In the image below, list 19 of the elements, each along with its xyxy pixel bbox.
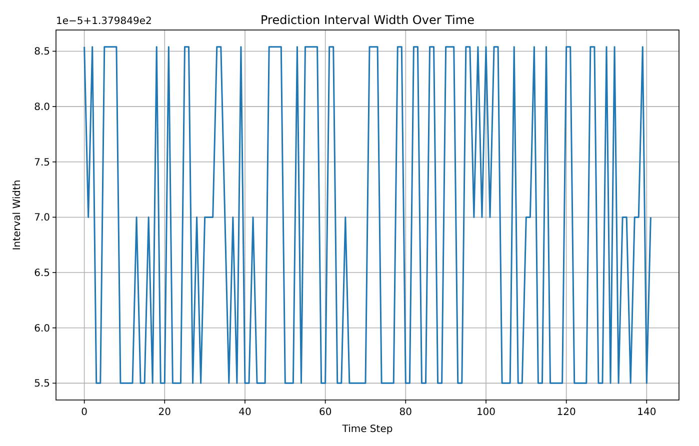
y-tick-label: 5.5 — [34, 378, 50, 390]
x-tick-label: 0 — [81, 407, 88, 418]
y-tick-label: 7.0 — [34, 212, 50, 224]
y-tick-label: 6.0 — [34, 323, 50, 334]
y-tick-label: 8.0 — [34, 102, 50, 114]
x-tick-label: 120 — [556, 407, 576, 418]
x-tick-label: 140 — [637, 407, 656, 418]
text: 1e−5+1.379849e2 — [56, 16, 152, 27]
x-tick-label: 80 — [399, 407, 412, 418]
x-axis-title: Time Step — [341, 424, 393, 435]
y-tick-label: 7.5 — [34, 157, 50, 168]
x-tick-label: 100 — [476, 407, 496, 418]
x-tick-label: 60 — [318, 407, 332, 418]
chart-title: Prediction Interval Width Over Time — [260, 13, 474, 27]
x-tick-label: 20 — [158, 407, 172, 418]
x-tick-label: 40 — [238, 407, 252, 418]
y-axis-title: Interval Width — [12, 180, 23, 250]
y-tick-label: 6.5 — [34, 268, 50, 280]
y-tick-label: 8.5 — [34, 46, 50, 58]
